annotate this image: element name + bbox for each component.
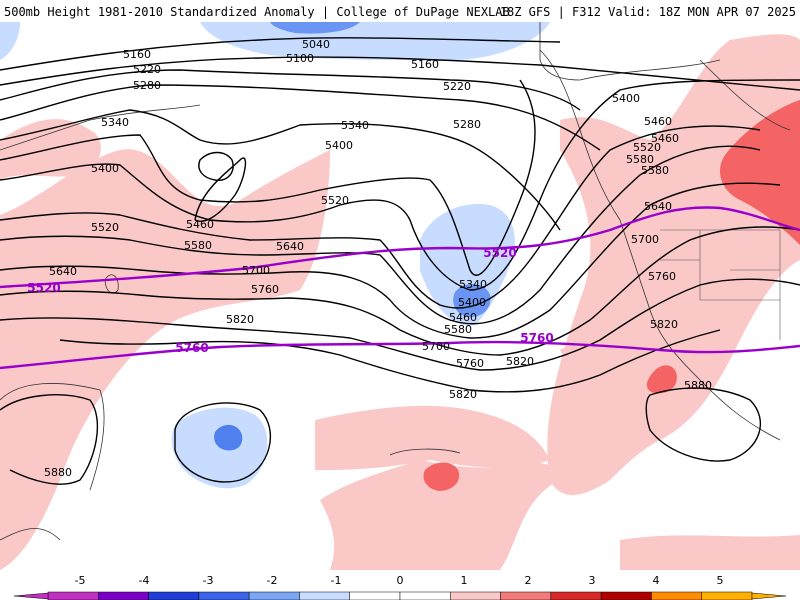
colorbar-bin [198,591,250,600]
contour-label: 5640 [276,240,304,253]
map-header: 500mb Height 1981-2010 Standardized Anom… [0,0,800,22]
contour-label: 5820 [650,318,678,331]
contour-label: 5580 [641,164,669,177]
purple-contour-label: 5520 [27,281,60,295]
colorbar-tick-label: 1 [461,574,468,587]
contour-label: 5460 [449,311,477,324]
colorbar-left-arrow [13,592,49,600]
colorbar-bin [500,591,552,600]
contour-label: 5700 [242,264,270,277]
contour-label: 5880 [44,466,72,479]
contour-label: 5520 [633,141,661,154]
colorbar-bin [651,591,702,600]
contour-label: 5460 [651,132,679,145]
coastlines [0,22,791,541]
contour-label: 5280 [133,79,161,92]
colorbar-tick-label: 0 [397,574,404,587]
contour-label: 5400 [325,139,353,152]
contour-label: 5160 [123,48,151,61]
state-borders [660,229,781,340]
black-contour-labels: 5040 5100 5160 5160 5220 5220 5280 5280 … [44,38,712,479]
contour-label: 5100 [286,52,314,65]
strong-positive-anomaly [423,100,800,491]
contour-label: 5760 [251,283,279,296]
contour-label: 5460 [186,218,214,231]
contour-label: 5820 [226,313,254,326]
colorbar-bin [299,591,350,600]
colorbar: -5 -4 -3 -2 -1 0 1 2 3 4 5 [0,570,800,600]
colorbar-tick-label: -2 [267,574,278,587]
contour-label: 5640 [49,265,77,278]
contour-label: 5700 [422,340,450,353]
colorbar-bin [148,591,200,600]
contour-label: 5700 [631,233,659,246]
colorbar-bins [47,591,753,600]
colorbar-bin [399,591,451,600]
colorbar-right-arrow [751,592,787,600]
contour-label: 5760 [648,270,676,283]
contour-label: 5340 [101,116,129,129]
colorbar-bin [450,591,501,600]
contour-label: 5580 [444,323,472,336]
colorbar-bin [47,591,99,600]
colorbar-bin [600,591,652,600]
purple-contour-label: 5520 [483,246,516,260]
contour-label: 5220 [443,80,471,93]
colorbar-tick-label: -3 [203,574,214,587]
run-info: 18Z GFS | F312 Valid: 18Z MON APR 07 202… [499,5,796,19]
contour-label: 5400 [458,296,486,309]
negative-anomaly-shading [0,22,550,489]
colorbar-tick-label: -5 [75,574,86,587]
contour-label: 5340 [341,119,369,132]
contour-label: 5280 [453,118,481,131]
colorbar-tick-label: 4 [653,574,660,587]
purple-contour-label: 5760 [175,341,208,355]
colorbar-bin [701,591,753,600]
colorbar-tick-label: -1 [331,574,342,587]
contour-label: 5460 [644,115,672,128]
anomaly-map: 5040 5100 5160 5160 5220 5220 5280 5280 … [0,22,800,570]
contour-label: 5640 [644,200,672,213]
contour-label: 5520 [91,221,119,234]
contour-label: 5160 [411,58,439,71]
colorbar-bin [550,591,602,600]
colorbar-tick-label: 2 [525,574,532,587]
colorbar-bin [248,591,300,600]
contour-label: 5820 [506,355,534,368]
contour-label: 5040 [302,38,330,51]
map-title: 500mb Height 1981-2010 Standardized Anom… [4,5,510,19]
contour-label: 5400 [612,92,640,105]
contour-label: 5520 [321,194,349,207]
contour-label: 5760 [456,357,484,370]
contour-label: 5220 [133,63,161,76]
colorbar-bin [349,591,401,600]
contour-label: 5580 [184,239,212,252]
contour-label: 5400 [91,162,119,175]
colorbar-ticks: -5 -4 -3 -2 -1 0 1 2 3 4 5 [75,574,724,587]
contour-label: 5880 [684,379,712,392]
colorbar-tick-label: 3 [589,574,596,587]
contour-label: 5340 [459,278,487,291]
height-contours [0,37,800,485]
contour-label: 5820 [449,388,477,401]
contour-label: 5580 [626,153,654,166]
colorbar-tick-label: 5 [717,574,724,587]
purple-contours [0,206,800,370]
purple-contour-labels: 5520 5520 5760 5760 [27,246,553,355]
purple-contour-label: 5760 [520,331,553,345]
colorbar-tick-label: -4 [139,574,150,587]
colorbar-bin [98,591,149,600]
